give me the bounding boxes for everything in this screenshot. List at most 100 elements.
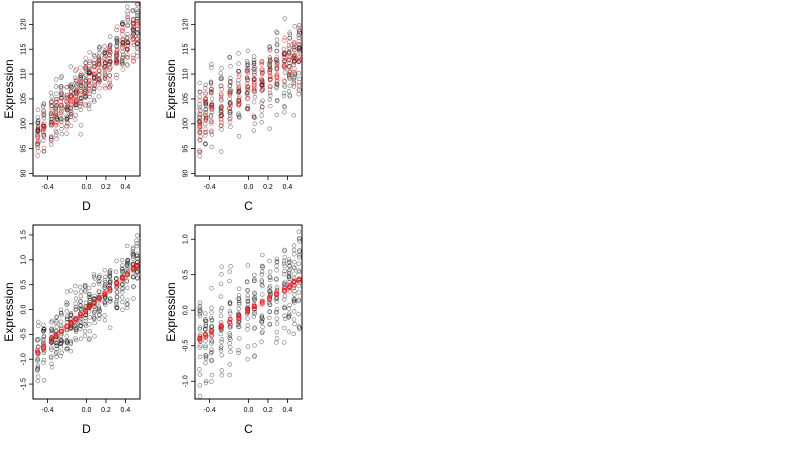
- point-red: [59, 123, 65, 128]
- point-black: [102, 285, 108, 291]
- point-red: [78, 65, 83, 70]
- point-black: [274, 112, 279, 118]
- point-black: [274, 321, 280, 326]
- point-black: [59, 131, 64, 137]
- point-red: [227, 316, 233, 321]
- point-red: [292, 279, 297, 285]
- point-red: [282, 65, 288, 71]
- point-red: [119, 278, 125, 283]
- point-red: [252, 306, 257, 311]
- point-red: [287, 53, 293, 58]
- point-red: [58, 99, 63, 105]
- point-black: [53, 84, 59, 89]
- point-black: [292, 265, 297, 271]
- y-tick-label: -1.5: [21, 378, 28, 390]
- point-black: [130, 249, 136, 255]
- point-black: [49, 318, 55, 324]
- point-black: [282, 293, 288, 299]
- point-red: [83, 310, 89, 316]
- point-black: [219, 149, 224, 154]
- point-red: [64, 84, 70, 90]
- point-black: [41, 378, 47, 383]
- point-black: [120, 21, 125, 26]
- point-black: [296, 297, 301, 302]
- y-tick-label: 95: [183, 145, 190, 153]
- point-red: [267, 66, 273, 71]
- point-black: [125, 9, 130, 14]
- point-black: [267, 321, 272, 327]
- point-red: [292, 278, 297, 283]
- point-black: [49, 361, 54, 366]
- point-black: [236, 348, 241, 353]
- point-black: [87, 291, 92, 297]
- point-black: [103, 280, 108, 285]
- point-black: [219, 272, 224, 277]
- point-black: [102, 300, 108, 306]
- point-black: [227, 331, 232, 336]
- point-black: [209, 132, 215, 137]
- point-black: [227, 301, 233, 306]
- point-red: [92, 64, 97, 70]
- point-black: [92, 320, 97, 326]
- point-black: [259, 279, 264, 284]
- point-black: [252, 291, 257, 297]
- point-red: [297, 277, 302, 283]
- point-black: [97, 273, 102, 278]
- point-black: [287, 302, 292, 308]
- point-red: [41, 130, 46, 136]
- point-black: [96, 78, 102, 83]
- point-black: [114, 258, 119, 264]
- point-red: [49, 339, 54, 345]
- point-red: [91, 85, 97, 90]
- point-black: [41, 360, 46, 365]
- point-red: [208, 329, 214, 335]
- point-red: [134, 264, 140, 270]
- point-black: [287, 32, 293, 37]
- point-black: [125, 305, 130, 311]
- point-black: [252, 278, 257, 283]
- point-red: [259, 71, 265, 77]
- point-red: [297, 54, 302, 60]
- point-black: [124, 302, 129, 307]
- point-black: [35, 115, 41, 120]
- point-red: [107, 78, 113, 83]
- point-black: [48, 355, 54, 361]
- point-black: [135, 2, 140, 7]
- point-red: [125, 42, 130, 48]
- point-red: [97, 77, 102, 83]
- point-black: [209, 358, 214, 363]
- point-red: [92, 79, 97, 85]
- point-black: [236, 306, 242, 311]
- point-black: [209, 62, 214, 67]
- point-black: [274, 48, 279, 54]
- point-black: [108, 280, 113, 286]
- point-black: [64, 105, 70, 110]
- point-red: [135, 49, 140, 55]
- point-black: [282, 297, 287, 302]
- point-black: [245, 299, 250, 304]
- point-red: [267, 69, 272, 74]
- point-red: [209, 106, 215, 111]
- point-red: [197, 119, 203, 125]
- point-red: [97, 296, 102, 302]
- point-black: [287, 279, 292, 285]
- point-red: [120, 59, 125, 64]
- y-axis-title: Expression: [2, 59, 16, 118]
- point-black: [73, 296, 79, 301]
- point-black: [237, 336, 242, 341]
- point-red: [102, 67, 108, 72]
- point-red: [259, 59, 265, 65]
- point-red: [40, 344, 46, 349]
- point-red: [251, 303, 257, 309]
- point-red: [227, 79, 233, 84]
- point-black: [260, 283, 265, 289]
- point-red: [259, 298, 265, 304]
- point-black: [83, 318, 88, 324]
- x-tick-label: 0.2: [101, 407, 111, 414]
- y-tick-label: 100: [183, 118, 190, 130]
- point-black: [209, 379, 214, 384]
- point-black: [228, 349, 233, 355]
- point-black: [102, 313, 107, 318]
- point-black: [125, 260, 130, 265]
- point-black: [108, 325, 113, 330]
